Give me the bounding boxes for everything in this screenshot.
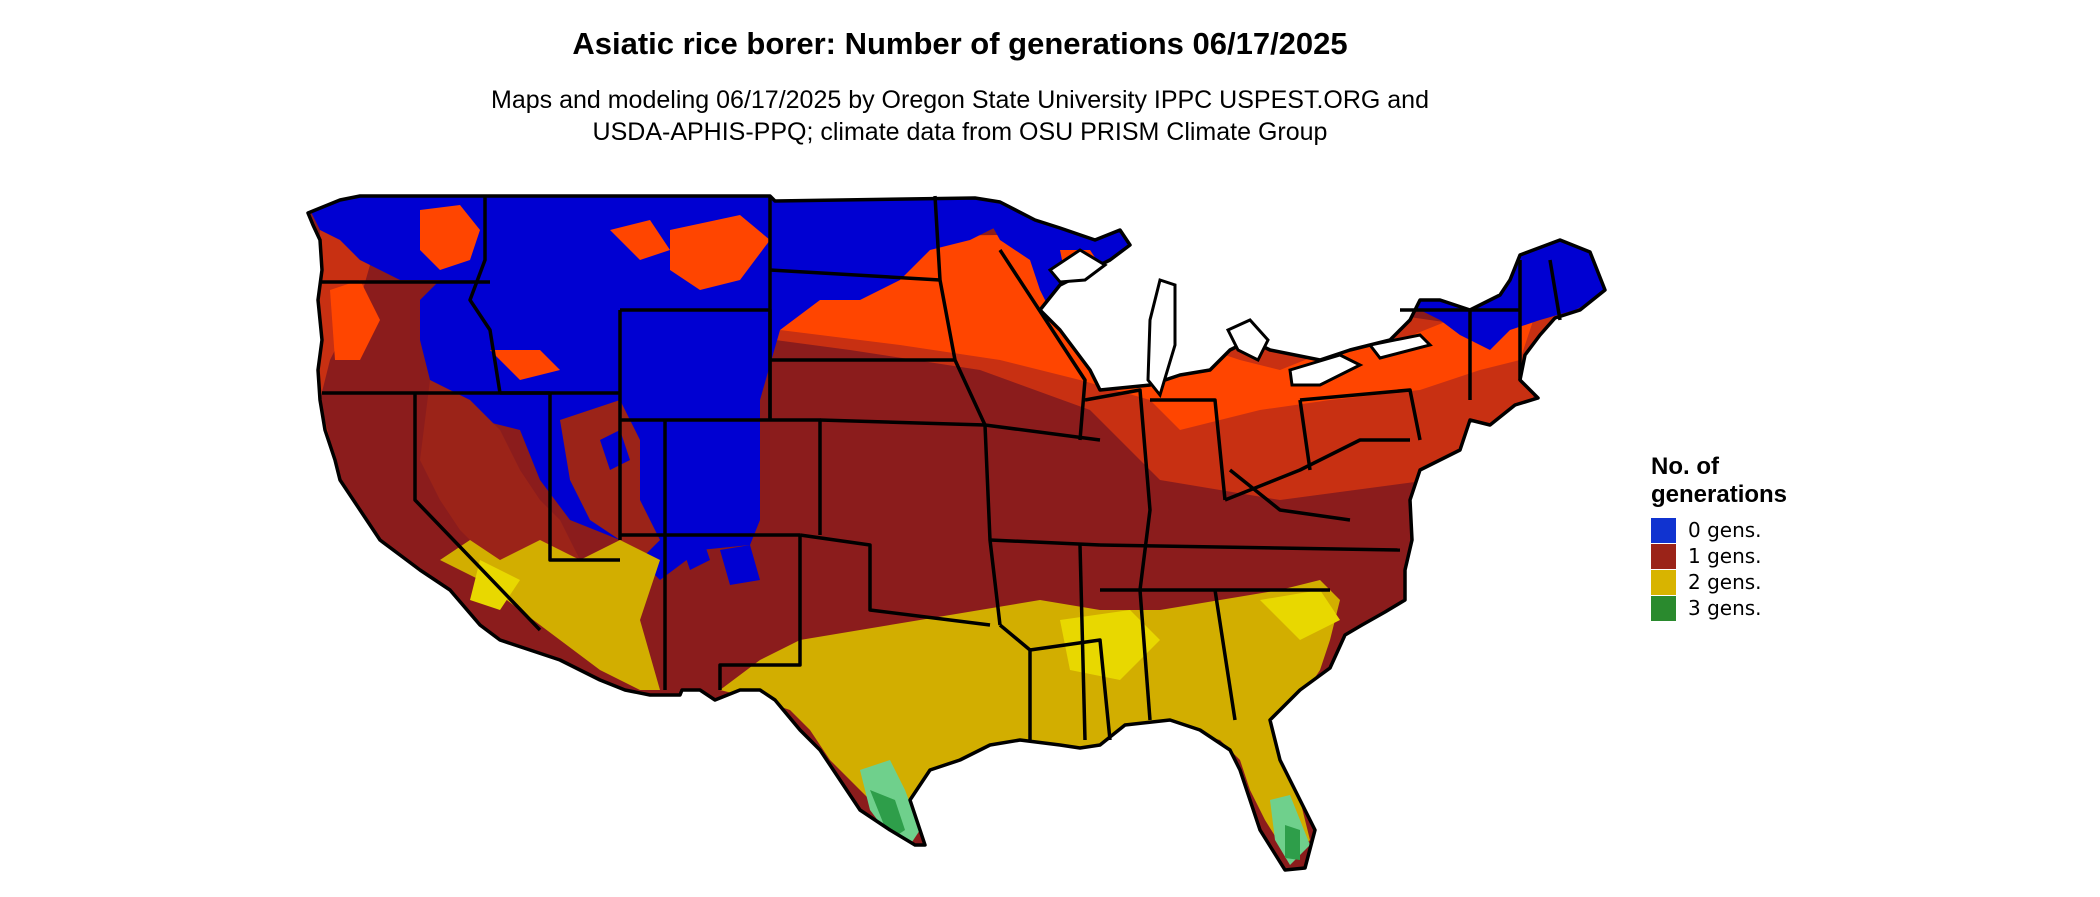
map-title: Asiatic rice borer: Number of generation… [572, 26, 1348, 61]
legend-swatch-3-gens [1651, 595, 1676, 621]
legend-swatch-2-gens [1651, 569, 1676, 595]
state-borders [306, 194, 1607, 872]
legend-label-2-gens: 2 gens. [1688, 570, 1762, 594]
great-lakes [1047, 248, 1433, 399]
legend-item-3-gens: 3 gens. [1651, 595, 1911, 621]
legend-label-0-gens: 0 gens. [1688, 518, 1762, 542]
subtitle-line-2: USDA-APHIS-PPQ; climate data from OSU PR… [592, 118, 1328, 146]
legend-label-1-gens: 1 gens. [1688, 544, 1762, 568]
legend-item-1-gens: 1 gens. [1651, 543, 1911, 569]
legend: No. of generations 0 gens. 1 gens. 2 gen… [1651, 453, 1911, 621]
legend-title-line-2: generations [1651, 481, 1788, 508]
legend-title: No. of generations [1651, 453, 1911, 509]
legend-swatch-1-gens [1651, 543, 1676, 569]
legend-item-0-gens: 0 gens. [1651, 517, 1911, 543]
subtitle-line-1: Maps and modeling 06/17/2025 by Oregon S… [491, 86, 1429, 114]
legend-swatch-0-gens [1651, 517, 1676, 543]
map-subtitle: Maps and modeling 06/17/2025 by Oregon S… [0, 84, 1920, 148]
legend-item-2-gens: 2 gens. [1651, 569, 1911, 595]
legend-label-3-gens: 3 gens. [1688, 596, 1762, 620]
legend-title-line-1: No. of [1651, 453, 1719, 480]
generation-raster [308, 196, 1605, 870]
